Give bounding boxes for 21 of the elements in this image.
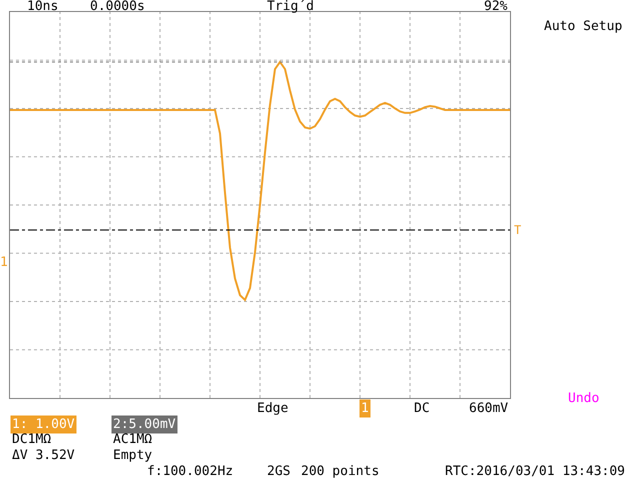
text: DC1MΩ: [12, 432, 52, 447]
text: RTC:2016/03/01 13:43:09: [445, 464, 626, 479]
text: 1: [0, 255, 8, 270]
text: 1: [361, 401, 369, 416]
text: Empty: [113, 448, 152, 463]
text: 1: 1.00V: [12, 417, 75, 432]
text: Auto Setup: [544, 19, 622, 34]
text: 200 points: [301, 464, 380, 479]
text: AC1MΩ: [113, 432, 152, 447]
text: f:100.002Hz: [147, 464, 234, 479]
text: Edge: [257, 401, 288, 416]
text: 0.0000s: [90, 0, 145, 14]
text: 2GS: [267, 464, 290, 479]
text: DC: [414, 401, 430, 416]
ref-line-label: T: [514, 223, 522, 237]
text: 2:5.00mV: [113, 417, 176, 432]
text: ΔV 3.52V: [12, 448, 75, 463]
text: 660mV: [469, 401, 508, 416]
text: 10ns: [27, 0, 58, 14]
text: Undo: [568, 391, 600, 406]
text: 92%: [484, 0, 508, 14]
